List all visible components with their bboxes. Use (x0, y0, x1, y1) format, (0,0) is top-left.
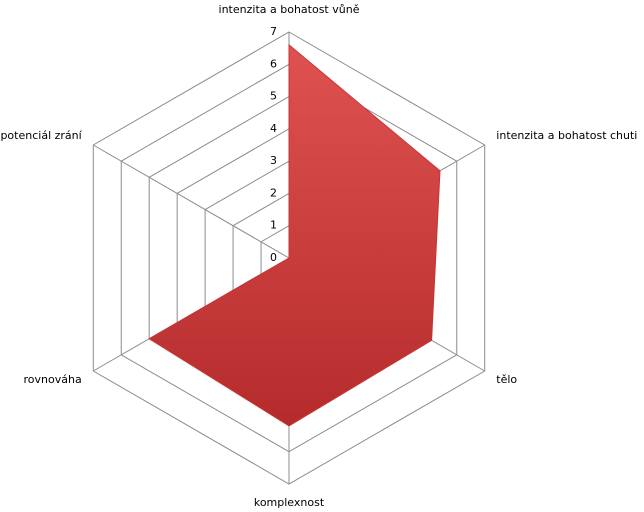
category-label: intenzita a bohatost chuti (496, 129, 637, 142)
tick-label: 0 (270, 251, 277, 264)
category-label: intenzita a bohatost vůně (219, 3, 360, 16)
category-label: rovnováha (24, 373, 82, 386)
tick-label: 7 (270, 25, 277, 38)
tick-label: 5 (270, 90, 277, 103)
tick-label: 6 (270, 57, 277, 70)
spoke (93, 144, 290, 259)
tick-label: 3 (270, 154, 277, 167)
tick-label: 2 (270, 186, 277, 199)
category-label: tělo (496, 373, 517, 386)
tick-label: 4 (270, 122, 277, 135)
series-area (148, 43, 441, 427)
category-label: komplexnost (254, 496, 325, 509)
category-label: potenciál zrání (0, 129, 82, 142)
tick-label: 1 (270, 219, 277, 232)
